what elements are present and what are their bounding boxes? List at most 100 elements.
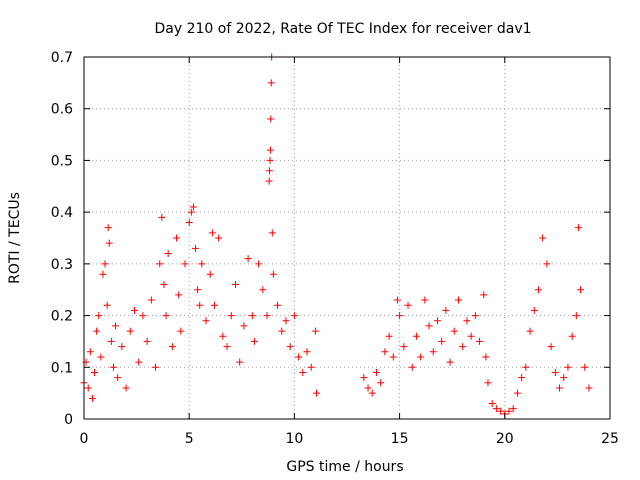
scatter-point bbox=[577, 286, 585, 294]
scatter-point bbox=[368, 389, 376, 397]
scatter-point bbox=[114, 374, 122, 382]
scatter-point bbox=[177, 327, 185, 335]
scatter-point bbox=[95, 312, 103, 320]
grid-lines bbox=[84, 57, 610, 419]
x-tick-label: 0 bbox=[80, 431, 89, 447]
scatter-point bbox=[513, 389, 521, 397]
scatter-point bbox=[139, 312, 147, 320]
scatter-point bbox=[274, 301, 282, 309]
scatter-point bbox=[194, 286, 202, 294]
scatter-point bbox=[574, 224, 582, 232]
scatter-point bbox=[164, 250, 172, 258]
scatter-point bbox=[152, 363, 160, 371]
scatter-point bbox=[526, 327, 534, 335]
scatter-point bbox=[312, 389, 320, 397]
scatter-point bbox=[112, 322, 120, 330]
y-tick-label: 0.2 bbox=[51, 309, 73, 325]
scatter-point bbox=[408, 363, 416, 371]
x-tick-label: 20 bbox=[496, 431, 514, 447]
scatter-point bbox=[482, 353, 490, 361]
scatter-point bbox=[255, 260, 263, 268]
scatter-point bbox=[530, 306, 538, 314]
scatter-point bbox=[547, 343, 555, 351]
scatter-point bbox=[433, 317, 441, 325]
scatter-point bbox=[219, 332, 227, 340]
scatter-point bbox=[84, 384, 92, 392]
x-tick-label: 15 bbox=[391, 431, 409, 447]
scatter-points bbox=[80, 53, 593, 418]
scatter-point bbox=[417, 353, 425, 361]
scatter-point bbox=[396, 312, 404, 320]
scatter-point bbox=[263, 312, 271, 320]
scatter-point bbox=[266, 156, 274, 164]
y-tick-label: 0.3 bbox=[51, 257, 73, 273]
y-tick-label: 0.4 bbox=[51, 205, 73, 221]
scatter-point bbox=[446, 358, 454, 366]
scatter-point bbox=[223, 343, 231, 351]
scatter-point bbox=[97, 353, 105, 361]
scatter-point bbox=[99, 270, 107, 278]
scatter-point bbox=[299, 368, 307, 376]
scatter-point bbox=[404, 301, 412, 309]
scatter-point bbox=[198, 260, 206, 268]
scatter-point bbox=[518, 374, 526, 382]
scatter-point bbox=[484, 379, 492, 387]
scatter-point bbox=[543, 260, 551, 268]
scatter-point bbox=[259, 286, 267, 294]
scatter-point bbox=[88, 394, 96, 402]
scatter-point bbox=[109, 363, 117, 371]
scatter-point bbox=[438, 337, 446, 345]
y-tick-label: 0 bbox=[64, 412, 73, 428]
scatter-point bbox=[181, 260, 189, 268]
scatter-point bbox=[244, 255, 252, 263]
y-tick-label: 0.5 bbox=[51, 153, 73, 169]
scatter-point bbox=[215, 234, 223, 242]
scatter-point bbox=[147, 296, 155, 304]
y-axis-label: ROTI / TECUs bbox=[7, 192, 23, 284]
scatter-point bbox=[286, 343, 294, 351]
plot-frame bbox=[83, 56, 611, 420]
scatter-point bbox=[248, 312, 256, 320]
scatter-point bbox=[126, 327, 134, 335]
scatter-point bbox=[227, 312, 235, 320]
scatter-point bbox=[385, 332, 393, 340]
scatter-point bbox=[269, 270, 277, 278]
scatter-point bbox=[267, 79, 275, 87]
scatter-point bbox=[372, 368, 380, 376]
scatter-point bbox=[400, 343, 408, 351]
scatter-point bbox=[187, 208, 195, 216]
scatter-point bbox=[175, 291, 183, 299]
scatter-point bbox=[105, 239, 113, 247]
scatter-point bbox=[118, 343, 126, 351]
scatter-point bbox=[168, 343, 176, 351]
scatter-point bbox=[377, 379, 385, 387]
scatter-point bbox=[282, 317, 290, 325]
scatter-point bbox=[393, 296, 401, 304]
scatter-point bbox=[534, 286, 542, 294]
scatter-point bbox=[488, 399, 496, 407]
scatter-point bbox=[160, 281, 168, 289]
scatter-point bbox=[381, 348, 389, 356]
scatter-point bbox=[210, 301, 218, 309]
scatter-point bbox=[266, 167, 274, 175]
scatter-point bbox=[231, 281, 239, 289]
scatter-point bbox=[585, 384, 593, 392]
scatter-point bbox=[476, 337, 484, 345]
scatter-point bbox=[509, 405, 517, 413]
scatter-point bbox=[497, 407, 505, 415]
scatter-point bbox=[162, 312, 170, 320]
scatter-point bbox=[189, 203, 197, 211]
scatter-point bbox=[101, 260, 109, 268]
scatter-point bbox=[463, 317, 471, 325]
scatter-point bbox=[564, 363, 572, 371]
chart-title: Day 210 of 2022, Rate Of TEC Index for r… bbox=[154, 21, 531, 37]
scatter-point bbox=[492, 405, 500, 413]
scatter-point bbox=[250, 337, 258, 345]
scatter-point bbox=[303, 348, 311, 356]
scatter-point bbox=[556, 384, 564, 392]
x-axis-label: GPS time / hours bbox=[286, 459, 403, 475]
y-tick-label: 0.6 bbox=[51, 102, 73, 118]
scatter-point bbox=[206, 270, 214, 278]
y-tick-label: 0.1 bbox=[51, 360, 73, 376]
